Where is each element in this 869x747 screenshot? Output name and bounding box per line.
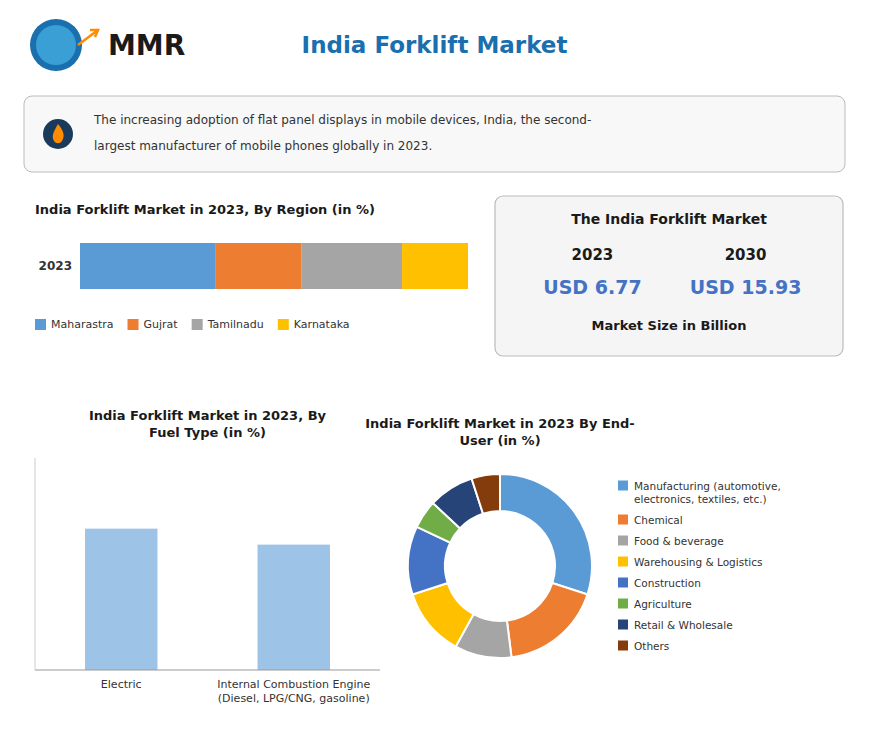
donut-wedge — [500, 474, 592, 594]
donut-wedge — [413, 583, 474, 647]
text-line: (Diesel, LPG/CNG, gasoline) — [218, 692, 370, 705]
legend-swatch — [618, 620, 628, 630]
legend-swatch — [618, 599, 628, 609]
kpi-subtitle: Market Size in Billion — [592, 318, 747, 333]
text-line: Electric — [101, 678, 142, 691]
legend: Maharastra Gujrat Tamilnadu Karnataka — [35, 318, 350, 331]
y-axis-line — [35, 458, 36, 670]
legend-label: Warehousing & Logistics — [634, 556, 762, 568]
legend-label: Construction — [634, 577, 701, 589]
legend-label: Tamilnadu — [207, 318, 264, 331]
kpi-year: 2030 — [725, 246, 767, 264]
page-title: India Forklift Market — [302, 32, 568, 58]
bar-segment — [216, 243, 301, 289]
note-icon-flame — [53, 124, 64, 143]
text-line: Retail & Wholesale — [634, 619, 733, 631]
x-tick-label: Electric — [101, 678, 142, 691]
logo-arrow — [78, 30, 98, 45]
note: The increasing adoption of flat panel di… — [24, 96, 845, 172]
bar-segment — [402, 243, 468, 289]
logo-globe-inner — [36, 25, 76, 65]
bar-segment — [80, 243, 216, 289]
legend-label: Gujrat — [144, 318, 179, 331]
kpi-value: USD 15.93 — [690, 276, 802, 298]
legend-label: Chemical — [634, 514, 683, 526]
text-line: Chemical — [634, 514, 683, 526]
legend-label: Manufacturing (automotive,electronics, t… — [634, 480, 781, 505]
donut-wedge — [507, 583, 588, 657]
legend-label: Others — [634, 640, 669, 652]
kpi-year: 2023 — [572, 246, 614, 264]
market-size: The India Forklift Market 2023 USD 6.77 203… — [495, 196, 843, 356]
kpi-value: USD 6.77 — [543, 276, 641, 298]
fuel-chart: India Forklift Market in 2023, By Fuel Ty… — [35, 408, 380, 705]
bar-segment — [301, 243, 402, 289]
text-line: Agriculture — [634, 598, 692, 610]
legend-swatch — [128, 319, 139, 330]
legend-label: Food & beverage — [634, 535, 724, 547]
text-line: Food & beverage — [634, 535, 724, 547]
y-tick-label: 2023 — [39, 259, 72, 273]
note-line: The increasing adoption of flat panel di… — [93, 113, 591, 127]
kpi-title: The India Forklift Market — [571, 211, 767, 227]
legend: Manufacturing (automotive,electronics, t… — [618, 480, 781, 652]
legend-swatch — [618, 641, 628, 651]
wedges — [408, 474, 592, 658]
chart-title: India Forklift Market in 2023, By Fuel Ty… — [89, 408, 327, 440]
region-chart: India Forklift Market in 2023, By Region… — [35, 202, 468, 331]
text-line: India Forklift Market in 2023, By — [89, 408, 327, 423]
text-line: Warehousing & Logistics — [634, 556, 762, 568]
legend-swatch — [192, 319, 203, 330]
note-icon — [43, 119, 73, 149]
kpi-box — [495, 196, 843, 356]
legend-label: Karnataka — [294, 318, 350, 331]
brand: MMR — [108, 29, 185, 62]
text-line: Internal Combustion Engine — [217, 678, 370, 691]
header: MMR India Forklift Market — [30, 19, 567, 71]
bar — [258, 545, 330, 670]
text-line: Manufacturing (automotive, — [634, 480, 781, 492]
text-line: India Forklift Market in 2023 By End- — [365, 416, 634, 431]
donut-wedge — [472, 474, 500, 514]
legend-swatch — [618, 536, 628, 546]
legend-swatch — [618, 557, 628, 567]
text-line: User (in %) — [459, 433, 540, 448]
text-line: Others — [634, 640, 669, 652]
chart-title: India Forklift Market in 2023 By End- Use… — [365, 416, 634, 448]
note-box — [24, 96, 845, 172]
donut-chart: India Forklift Market in 2023 By End- Use… — [365, 416, 781, 658]
canvas: MMR India Forklift Market The increasing a… — [0, 0, 869, 747]
logo-globe — [30, 19, 82, 71]
legend-swatch — [618, 481, 628, 491]
legend-swatch — [35, 319, 46, 330]
bars — [80, 243, 468, 289]
legend-label: Agriculture — [634, 598, 692, 610]
logo-arrow-head — [90, 30, 98, 37]
legend-label: Retail & Wholesale — [634, 619, 733, 631]
legend-label: Maharastra — [51, 318, 114, 331]
note-line: largest manufacturer of mobile phones gl… — [94, 139, 432, 153]
text-line: Fuel Type (in %) — [149, 425, 266, 440]
background — [0, 0, 869, 747]
bars — [85, 529, 330, 670]
x-tick-label: Internal Combustion Engine(Diesel, LPG/C… — [217, 678, 370, 705]
legend-swatch — [278, 319, 289, 330]
text-line: Construction — [634, 577, 701, 589]
x-axis-line — [35, 670, 380, 671]
text-line: electronics, textiles, etc.) — [634, 493, 767, 505]
page: MMR India Forklift Market The increasing a… — [0, 0, 869, 747]
chart-title: India Forklift Market in 2023, By Region… — [35, 202, 375, 217]
legend-swatch — [618, 515, 628, 525]
legend-swatch — [618, 578, 628, 588]
bar — [85, 529, 157, 670]
